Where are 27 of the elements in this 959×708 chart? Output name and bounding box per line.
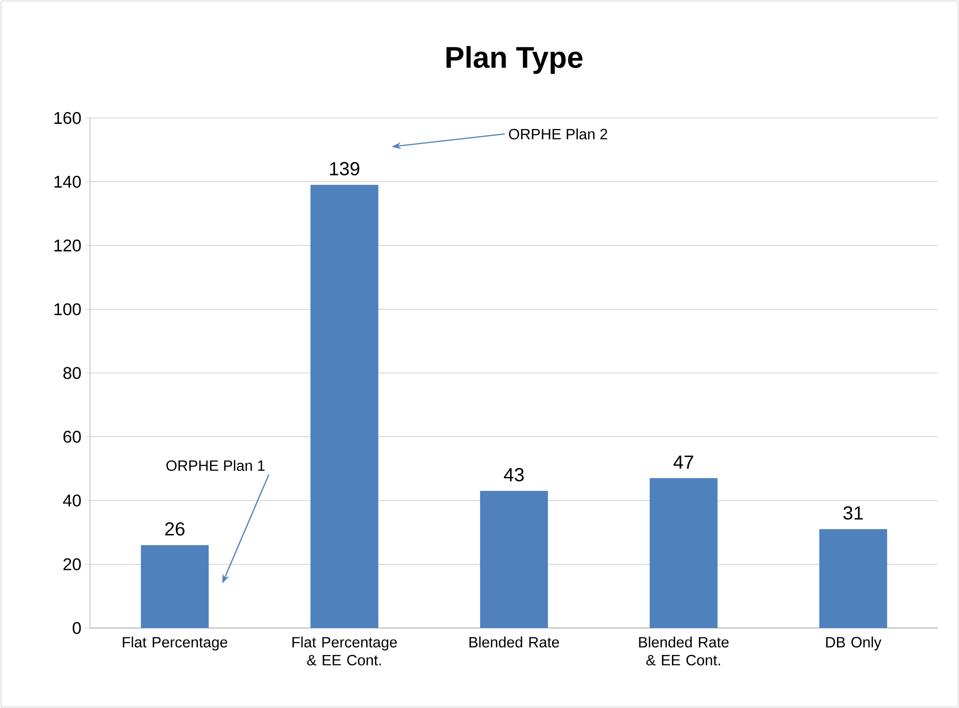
y-tick-label: 160 xyxy=(54,112,81,124)
y-tick-label: 140 xyxy=(54,176,81,188)
data-label: 47 xyxy=(674,456,694,469)
x-tick-label: Blended Rate xyxy=(470,636,560,648)
chart-title: Plan Type xyxy=(446,46,582,74)
x-tick-label: DB Only xyxy=(826,636,882,650)
data-label: 43 xyxy=(504,468,524,482)
y-tick-label: 80 xyxy=(63,367,81,379)
y-tick-label: 120 xyxy=(54,239,81,252)
x-tick-label: Blended Rate & EE Cont. xyxy=(639,636,729,666)
data-label: 26 xyxy=(165,522,184,536)
annotation: ORPHE Plan 1 xyxy=(166,460,265,471)
y-tick-label: 0 xyxy=(72,622,81,634)
y-tick-label: 20 xyxy=(64,558,81,570)
x-tick-label: Flat Percentage xyxy=(122,636,228,650)
y-tick-label: 60 xyxy=(64,430,81,443)
data-label: 31 xyxy=(843,506,863,520)
y-tick-label: 40 xyxy=(63,494,81,506)
bar xyxy=(650,478,718,628)
annotation: ORPHE Plan 2 xyxy=(508,128,608,140)
bar xyxy=(140,545,209,628)
bar xyxy=(819,529,888,628)
x-tick-label: Flat Percentage & EE Cont. xyxy=(292,636,397,666)
bar xyxy=(480,490,548,628)
bar xyxy=(310,184,378,628)
data-label: 139 xyxy=(330,162,360,176)
y-tick-label: 100 xyxy=(54,303,81,316)
